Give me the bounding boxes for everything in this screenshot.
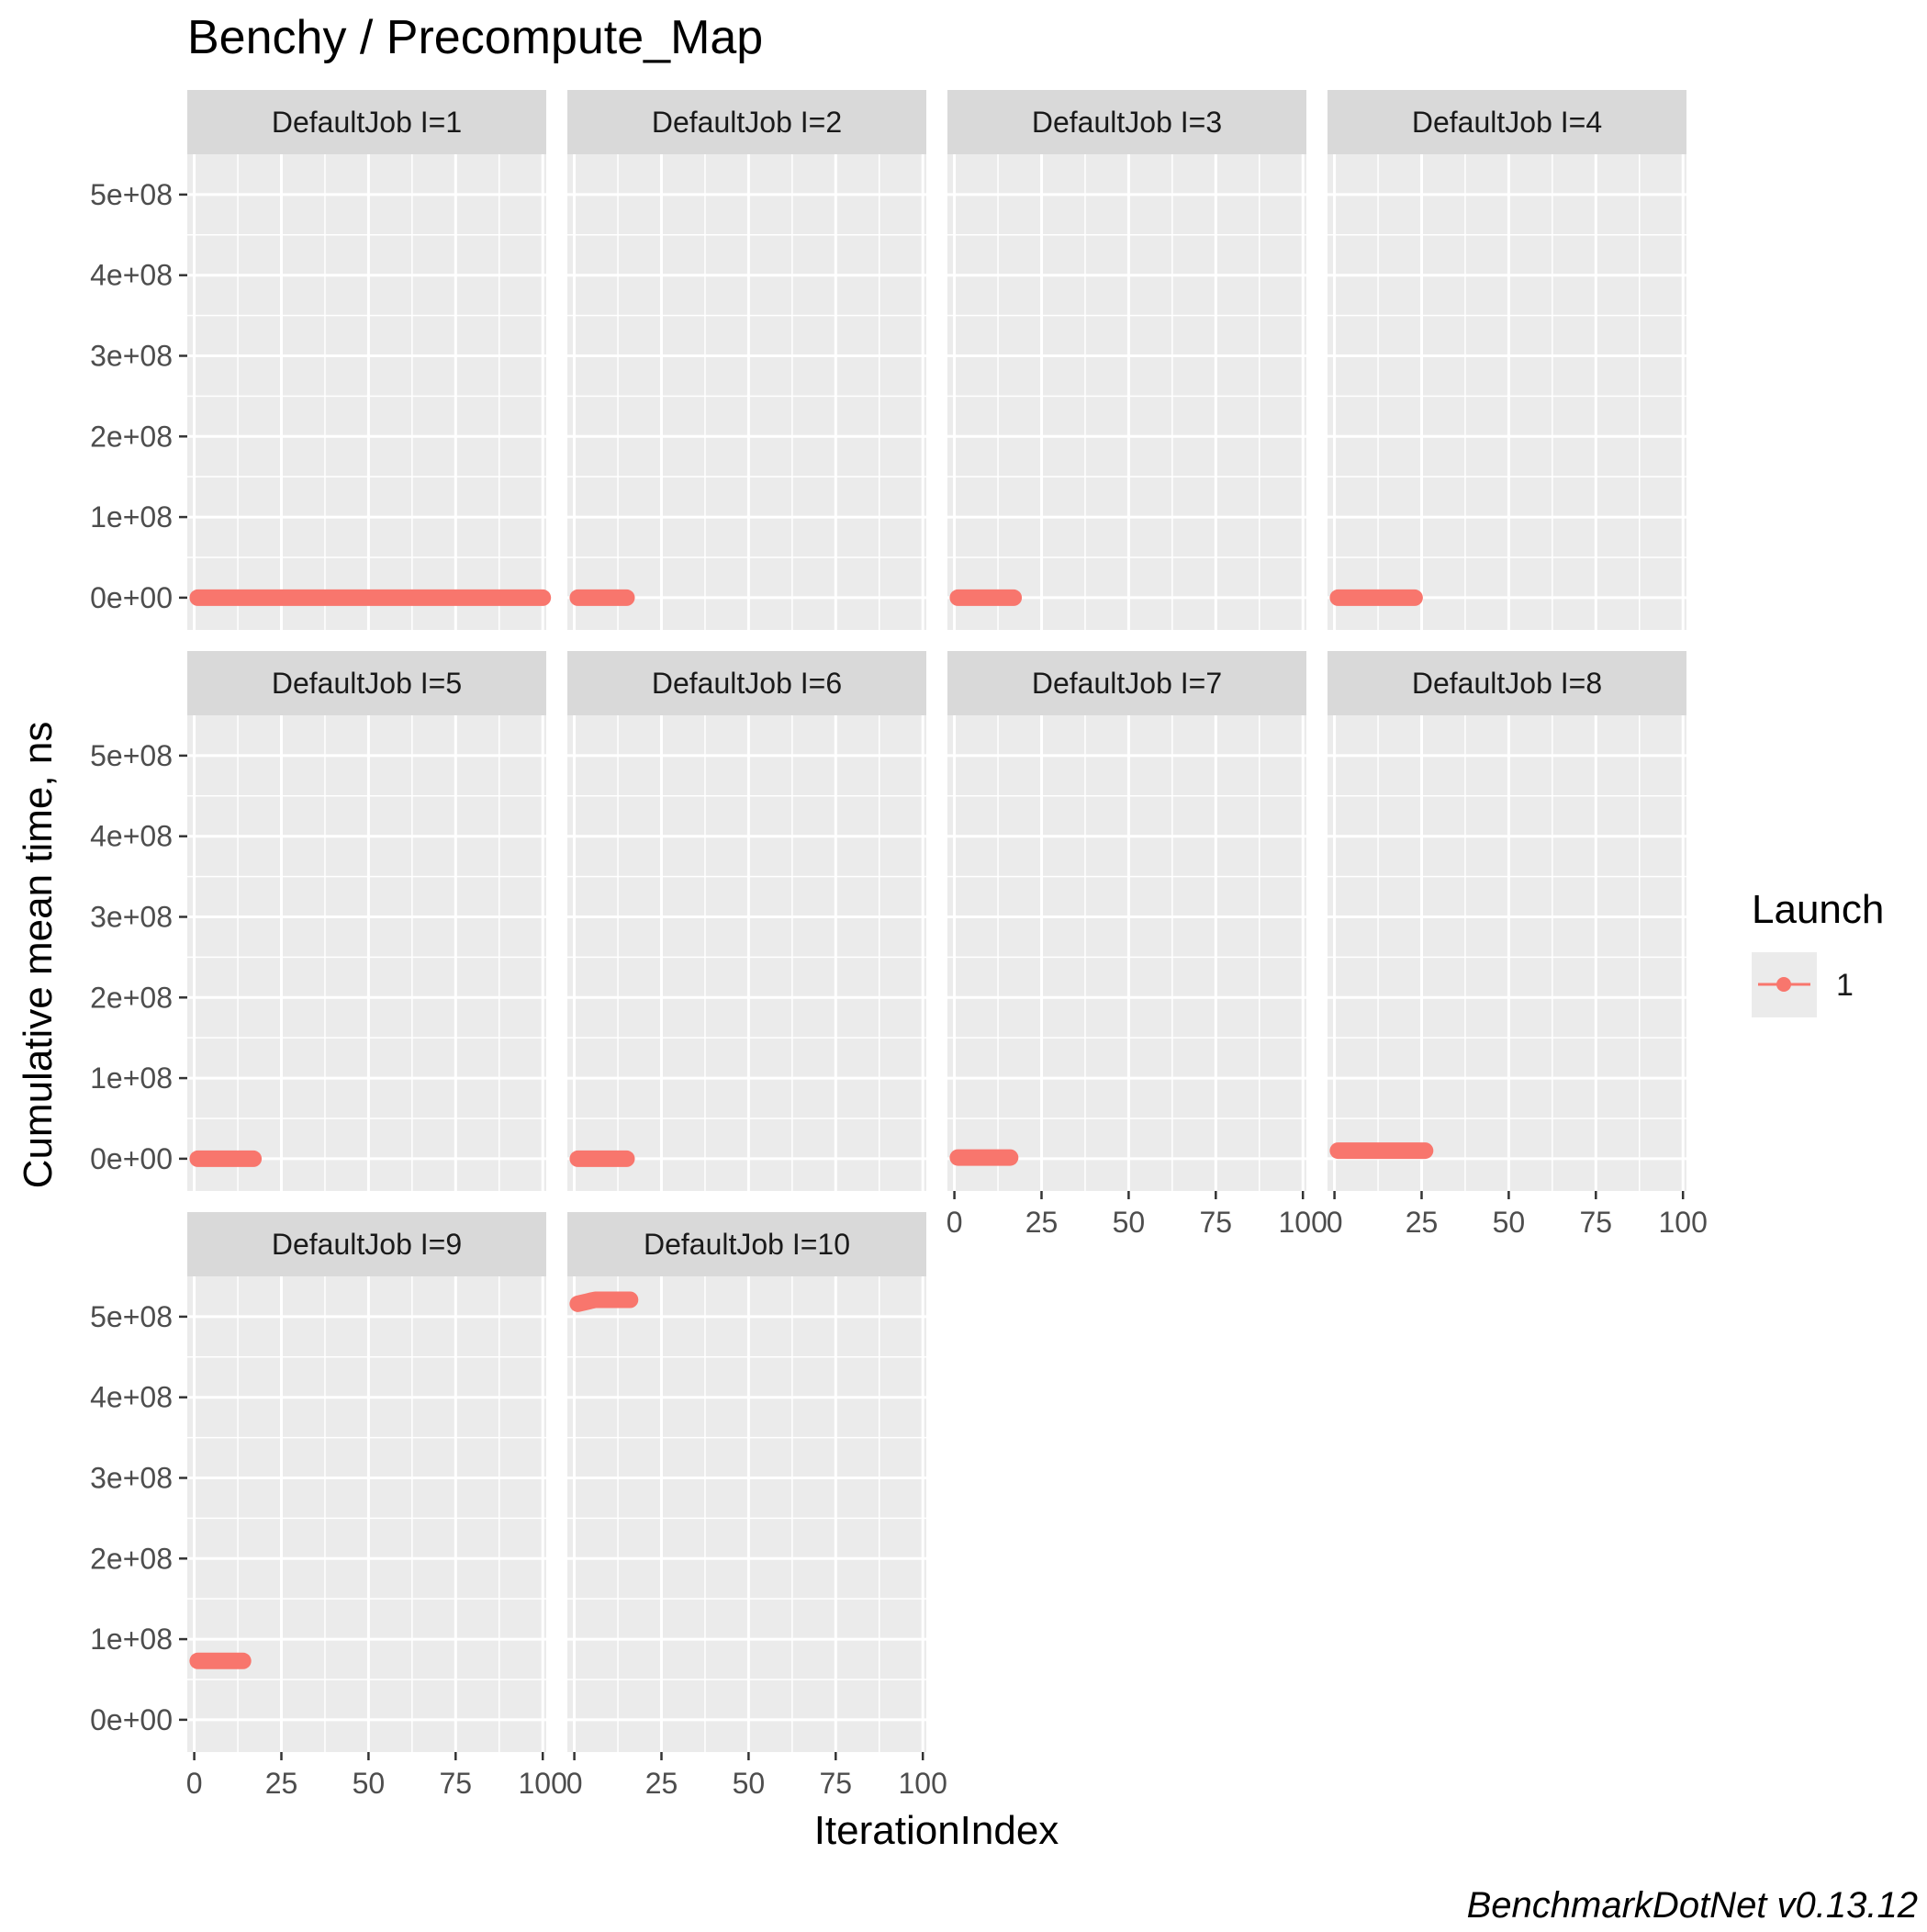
legend-key-point [1776,977,1791,992]
facet-panel: DefaultJob I=2 [567,90,926,630]
facet-panel: DefaultJob I=7 0 25 50 75 100 [947,651,1328,1239]
y-tick-label: 5e+08 [90,1300,173,1333]
panel-background [187,715,546,1191]
facet-panel: DefaultJob I=5 0e+00 1e+08 2e+08 3e+08 4e+08 5… [90,651,546,1191]
panel-background [567,715,926,1191]
facet-strip [1328,90,1686,154]
panel-background [1328,715,1686,1191]
panel-background [947,154,1306,630]
x-tick-label: 75 [1580,1206,1613,1239]
x-tick-label: 75 [820,1767,853,1800]
facet-strip [567,1212,926,1276]
x-tick-label: 75 [440,1767,473,1800]
facet-strip-label: DefaultJob I=9 [272,1228,462,1261]
y-tick-label: 1e+08 [90,500,173,534]
x-tick-label: 25 [645,1767,678,1800]
series-line [569,1291,639,1312]
x-tick-label: 25 [1406,1206,1439,1239]
facet-strip [187,651,546,715]
legend: Launch 1 [1752,887,1884,1017]
x-tick-label: 0 [186,1767,203,1800]
facet-strip-label: DefaultJob I=7 [1032,667,1222,700]
chart-title: Benchy / Precompute_Map [187,11,763,64]
panels-layer: DefaultJob I=1 0e+00 1e+08 2e+08 3e+08 4e+08 5… [90,90,1708,1800]
facet-panel: DefaultJob I=1 0e+00 1e+08 2e+08 3e+08 4e+08 5… [90,90,552,630]
x-tick-label: 100 [1659,1206,1708,1239]
facet-panel: DefaultJob I=8 0 25 50 75 100 [1327,651,1708,1239]
facet-panel: DefaultJob I=6 [567,651,926,1191]
x-tick-label: 50 [733,1767,766,1800]
panel-background [567,1276,926,1752]
facet-strip [187,90,546,154]
y-tick-label: 0e+00 [90,1703,173,1736]
x-tick-label: 75 [1200,1206,1233,1239]
x-tick-label: 100 [519,1767,567,1800]
facet-strip-label: DefaultJob I=10 [644,1228,850,1261]
panel-background [1328,154,1686,630]
panel-background [187,154,546,630]
facet-strip-label: DefaultJob I=1 [272,106,462,139]
y-tick-label: 1e+08 [90,1623,173,1656]
y-tick-label: 4e+08 [90,1381,173,1414]
y-tick-label: 3e+08 [90,339,173,372]
y-tick-label: 2e+08 [90,420,173,453]
y-tick-label: 3e+08 [90,900,173,933]
facet-strip-label: DefaultJob I=2 [652,106,842,139]
x-axis-label: IterationIndex [814,1808,1059,1853]
legend-title: Launch [1752,887,1884,932]
x-tick-label: 100 [899,1767,947,1800]
facet-panel: DefaultJob I=4 [1328,90,1686,630]
panel-background [947,715,1306,1191]
x-tick-label: 100 [1279,1206,1328,1239]
facet-panel: DefaultJob I=10 0 25 50 75 100 [566,1212,947,1800]
y-tick-label: 4e+08 [90,820,173,853]
x-tick-label: 50 [1113,1206,1146,1239]
x-tick-label: 50 [1493,1206,1526,1239]
facet-panel: DefaultJob I=3 [947,90,1306,630]
facet-strip-label: DefaultJob I=8 [1412,667,1602,700]
y-tick-label: 5e+08 [90,178,173,211]
facet-strip-label: DefaultJob I=6 [652,667,842,700]
caption: BenchmarkDotNet v0.13.12 [1467,1885,1918,1926]
x-tick-label: 25 [265,1767,298,1800]
facet-strip [947,90,1306,154]
y-tick-label: 4e+08 [90,259,173,292]
y-tick-label: 0e+00 [90,581,173,614]
x-tick-label: 25 [1025,1206,1059,1239]
y-tick-label: 0e+00 [90,1142,173,1175]
facet-strip [567,651,926,715]
facet-strip [1328,651,1686,715]
y-tick-label: 3e+08 [90,1461,173,1494]
x-tick-label: 0 [947,1206,963,1239]
panel-background [567,154,926,630]
facet-strip [567,90,926,154]
panel-background [187,1276,546,1752]
facet-strip [187,1212,546,1276]
y-axis-label: Cumulative mean time, ns [16,722,61,1189]
y-tick-label: 2e+08 [90,1542,173,1575]
facet-strip-label: DefaultJob I=3 [1032,106,1222,139]
x-tick-label: 50 [353,1767,386,1800]
x-tick-label: 0 [1327,1206,1343,1239]
facet-strip-label: DefaultJob I=4 [1412,106,1602,139]
facet-panel: DefaultJob I=9 0e+00 1e+08 2e+08 3e+08 4e+08 5… [90,1212,567,1800]
facet-strip [947,651,1306,715]
facet-strip-label: DefaultJob I=5 [272,667,462,700]
y-tick-label: 1e+08 [90,1061,173,1095]
y-tick-label: 5e+08 [90,739,173,772]
legend-item-label: 1 [1836,968,1854,1003]
y-tick-label: 2e+08 [90,981,173,1014]
x-tick-label: 0 [566,1767,583,1800]
